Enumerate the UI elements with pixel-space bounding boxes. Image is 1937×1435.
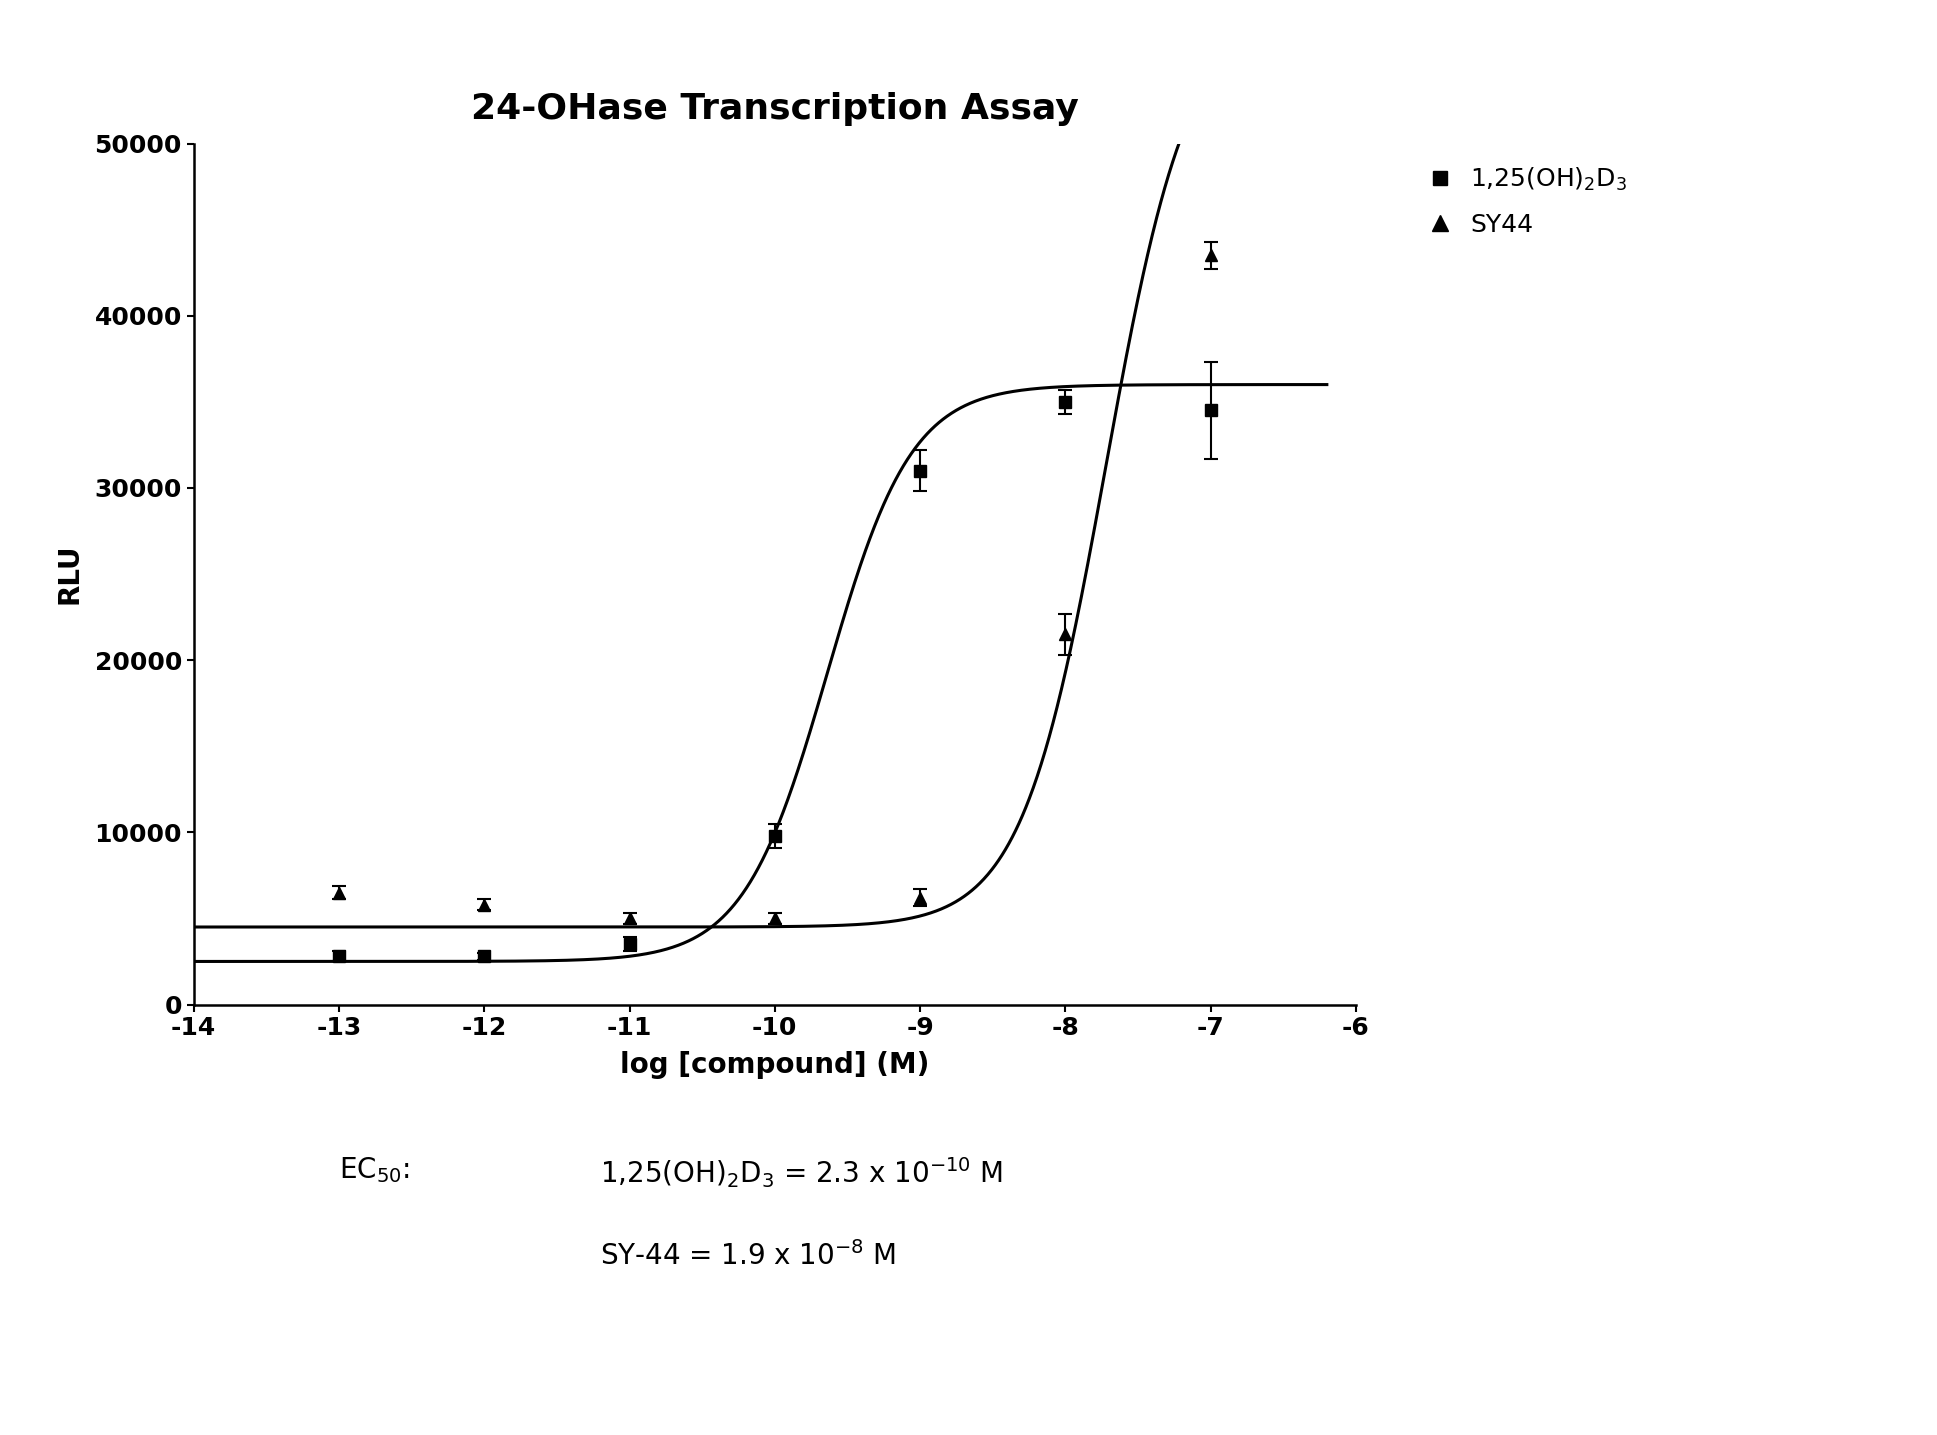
Text: SY-44 = 1.9 x 10$^{-8}$ M: SY-44 = 1.9 x 10$^{-8}$ M bbox=[600, 1241, 897, 1271]
Text: 1,25(OH)$_2$D$_3$ = 2.3 x 10$^{-10}$ M: 1,25(OH)$_2$D$_3$ = 2.3 x 10$^{-10}$ M bbox=[600, 1155, 1003, 1190]
Y-axis label: RLU: RLU bbox=[56, 544, 83, 604]
Legend: 1,25(OH)$_2$D$_3$, SY44: 1,25(OH)$_2$D$_3$, SY44 bbox=[1414, 156, 1637, 247]
Text: EC$_{50}$:: EC$_{50}$: bbox=[339, 1155, 411, 1185]
X-axis label: log [compound] (M): log [compound] (M) bbox=[620, 1052, 930, 1079]
Title: 24-OHase Transcription Assay: 24-OHase Transcription Assay bbox=[471, 92, 1079, 125]
